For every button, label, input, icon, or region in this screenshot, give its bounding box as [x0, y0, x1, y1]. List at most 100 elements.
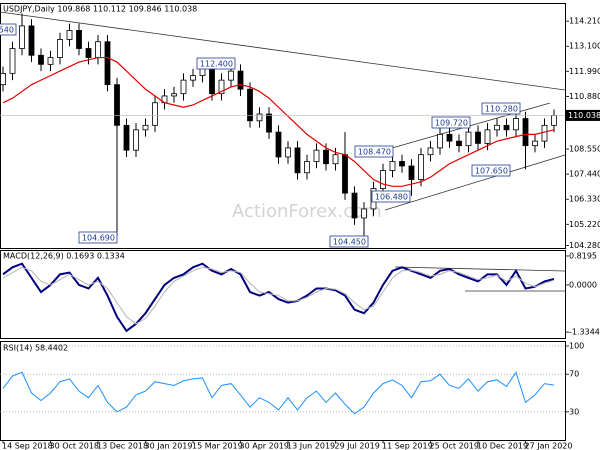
x-tick-label: 11 Sep 2019	[382, 442, 433, 450]
candle-body	[275, 131, 282, 158]
candle-body	[503, 124, 510, 131]
candle-body	[541, 124, 548, 142]
annotation: 112.400	[200, 59, 233, 68]
y-tick-label: 108.550	[569, 145, 600, 154]
annotation: 107.650	[475, 166, 508, 175]
y-tick-label: 70	[569, 370, 579, 379]
indicator-line	[2, 371, 555, 415]
annotation: 540	[0, 25, 14, 34]
annotation-box	[481, 102, 521, 115]
candle-body	[389, 161, 396, 171]
watermark: ActionForex.com	[232, 201, 382, 222]
annotation-box	[78, 231, 118, 244]
x-tick-label: 30 Oct 2018	[50, 442, 99, 450]
candle-body	[513, 118, 519, 131]
annotation-box	[0, 23, 17, 36]
candle-body	[114, 84, 120, 126]
x-tick-label: 27 Jan 2020	[525, 442, 573, 450]
candle-body	[57, 39, 63, 58]
x-tick-label: 13 Jun 2019	[287, 442, 335, 450]
candle-body	[247, 88, 253, 122]
annotation-box	[354, 145, 394, 158]
candle-body	[47, 57, 54, 65]
candle-body	[95, 41, 101, 58]
candle-body	[228, 70, 234, 81]
candle-body	[19, 25, 25, 49]
candle-body	[437, 133, 443, 149]
x-tick-label: 25 Oct 2019	[430, 442, 479, 450]
annotation-box	[329, 235, 369, 248]
candle-body	[399, 161, 405, 167]
candle-body	[427, 147, 434, 156]
y-tick-label: 0.8195	[569, 251, 597, 260]
candle-body	[484, 129, 491, 144]
annotation-box	[196, 57, 236, 70]
channel-lower	[384, 154, 566, 211]
macd-title: MACD(12,26,9) 0.1693 0.1334	[3, 252, 125, 261]
candle-body	[522, 118, 529, 147]
annotation: 106.480	[375, 192, 408, 201]
candle-body	[104, 41, 111, 86]
last-price-label: 110.038	[568, 111, 600, 120]
x-tick-label: 15 Mar 2019	[192, 442, 243, 450]
x-tick-label: 14 Sep 2018	[2, 442, 53, 450]
y-tick-label: 0.0000	[569, 280, 597, 289]
candle-body	[313, 149, 320, 162]
candle-body	[190, 75, 196, 81]
candle-body	[85, 48, 92, 58]
candle-body	[171, 93, 177, 97]
x-tick-label: 29 Jul 2019	[335, 442, 380, 450]
y-tick-label: 111.990	[569, 67, 600, 76]
annotation-box	[431, 116, 471, 129]
candle-body	[456, 140, 462, 147]
y-tick-label: 106.330	[569, 195, 600, 204]
annotation: 104.450	[333, 237, 366, 246]
candle-body	[38, 54, 44, 65]
candle-body	[475, 131, 481, 144]
y-tick-label: -1.3344	[569, 328, 600, 337]
candle-body	[142, 124, 149, 131]
annotation: 108.470	[358, 147, 391, 156]
annotation: 110.280	[485, 104, 518, 113]
rsi-panel	[0, 341, 566, 441]
candle-body	[152, 102, 158, 126]
last-price-box	[566, 109, 600, 121]
candle-body	[209, 66, 215, 95]
y-tick-label: 104.280	[569, 241, 600, 250]
candle-body	[408, 165, 415, 180]
candle-body	[180, 79, 187, 95]
annotation-box	[371, 190, 411, 203]
candle-body	[285, 147, 291, 158]
candle-body	[380, 170, 386, 189]
x-tick-label: 13 Dec 2018	[97, 442, 148, 450]
candle-body	[351, 192, 358, 219]
candle-body	[256, 113, 263, 122]
candle-body	[133, 129, 139, 151]
macd-trendline	[394, 266, 566, 272]
candle-body	[218, 79, 225, 95]
indicator-line	[2, 266, 555, 325]
candle-body	[323, 149, 329, 165]
candle-body	[294, 147, 301, 174]
y-tick-label: 107.440	[569, 170, 600, 179]
annotation: 109.720	[435, 118, 468, 127]
candle-body	[494, 124, 500, 131]
candle-body	[418, 154, 424, 180]
candle-body	[532, 140, 538, 147]
candle-body	[446, 133, 453, 142]
candle-body	[9, 48, 16, 74]
annotation-box	[471, 164, 511, 177]
y-tick-label: 110.880	[569, 92, 600, 101]
y-tick-label: 114.210	[569, 17, 600, 26]
annotation: 104.690	[82, 233, 115, 242]
candle-body	[237, 70, 244, 90]
price-title: USDJPY,Daily 109.868 110.112 109.846 110…	[3, 5, 197, 14]
y-tick-label: 113.100	[569, 42, 600, 51]
candle-body	[361, 208, 367, 219]
y-tick-label: 105.220	[569, 220, 600, 229]
x-tick-label: 10 Dec 2019	[477, 442, 528, 450]
indicator-line	[2, 262, 555, 333]
